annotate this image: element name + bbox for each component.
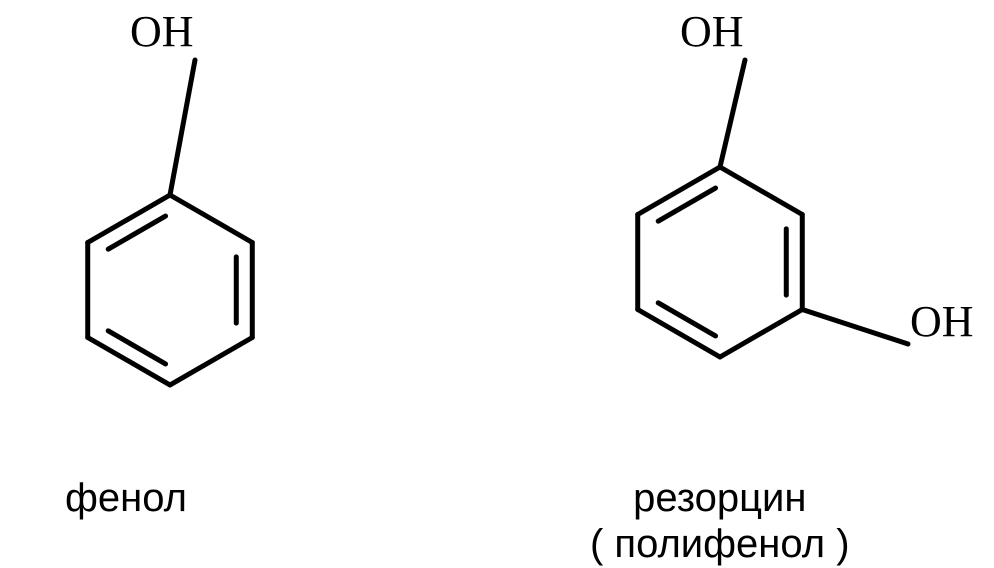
resorcinol-name: резорцин( полифенол ) xyxy=(590,475,850,567)
phenol-name-line-0: фенол xyxy=(65,475,187,521)
resorcinol-name-line-1: ( полифенол ) xyxy=(590,521,850,567)
phenol-name: фенол xyxy=(65,475,187,521)
resorcinol-oh-label-1: OH xyxy=(910,300,974,344)
resorcinol-name-line-0: резорцин xyxy=(590,475,850,521)
resorcinol-oh-label-0: OH xyxy=(680,10,744,54)
phenol-oh-label-0: OH xyxy=(130,10,194,54)
